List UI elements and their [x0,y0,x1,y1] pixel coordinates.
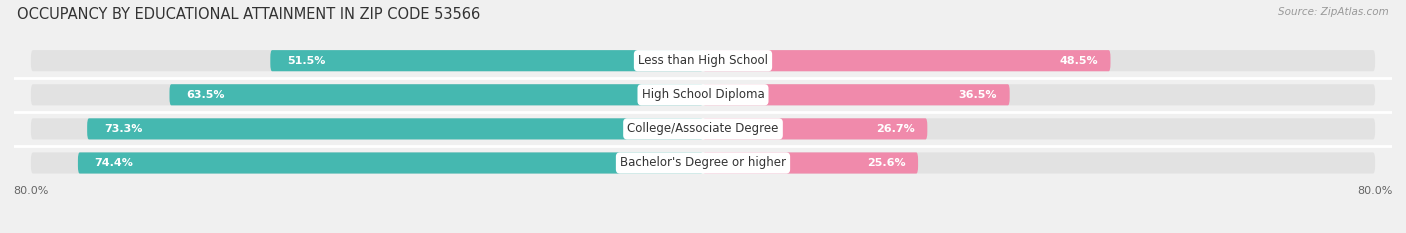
FancyBboxPatch shape [170,84,703,105]
FancyBboxPatch shape [31,118,1375,140]
Text: 74.4%: 74.4% [94,158,134,168]
Text: 51.5%: 51.5% [287,56,326,66]
Text: Source: ZipAtlas.com: Source: ZipAtlas.com [1278,7,1389,17]
FancyBboxPatch shape [31,84,1375,105]
FancyBboxPatch shape [703,152,918,174]
Text: High School Diploma: High School Diploma [641,88,765,101]
Text: Less than High School: Less than High School [638,54,768,67]
Text: 63.5%: 63.5% [186,90,225,100]
FancyBboxPatch shape [270,50,703,71]
FancyBboxPatch shape [703,84,1010,105]
Text: Bachelor's Degree or higher: Bachelor's Degree or higher [620,157,786,169]
FancyBboxPatch shape [703,50,1111,71]
FancyBboxPatch shape [77,152,703,174]
Text: 26.7%: 26.7% [876,124,915,134]
Text: 25.6%: 25.6% [868,158,905,168]
Text: College/Associate Degree: College/Associate Degree [627,122,779,135]
Text: 73.3%: 73.3% [104,124,142,134]
FancyBboxPatch shape [31,152,1375,174]
FancyBboxPatch shape [87,118,703,140]
Text: 48.5%: 48.5% [1059,56,1098,66]
Text: 36.5%: 36.5% [959,90,997,100]
FancyBboxPatch shape [703,118,928,140]
FancyBboxPatch shape [31,50,1375,71]
Text: OCCUPANCY BY EDUCATIONAL ATTAINMENT IN ZIP CODE 53566: OCCUPANCY BY EDUCATIONAL ATTAINMENT IN Z… [17,7,479,22]
